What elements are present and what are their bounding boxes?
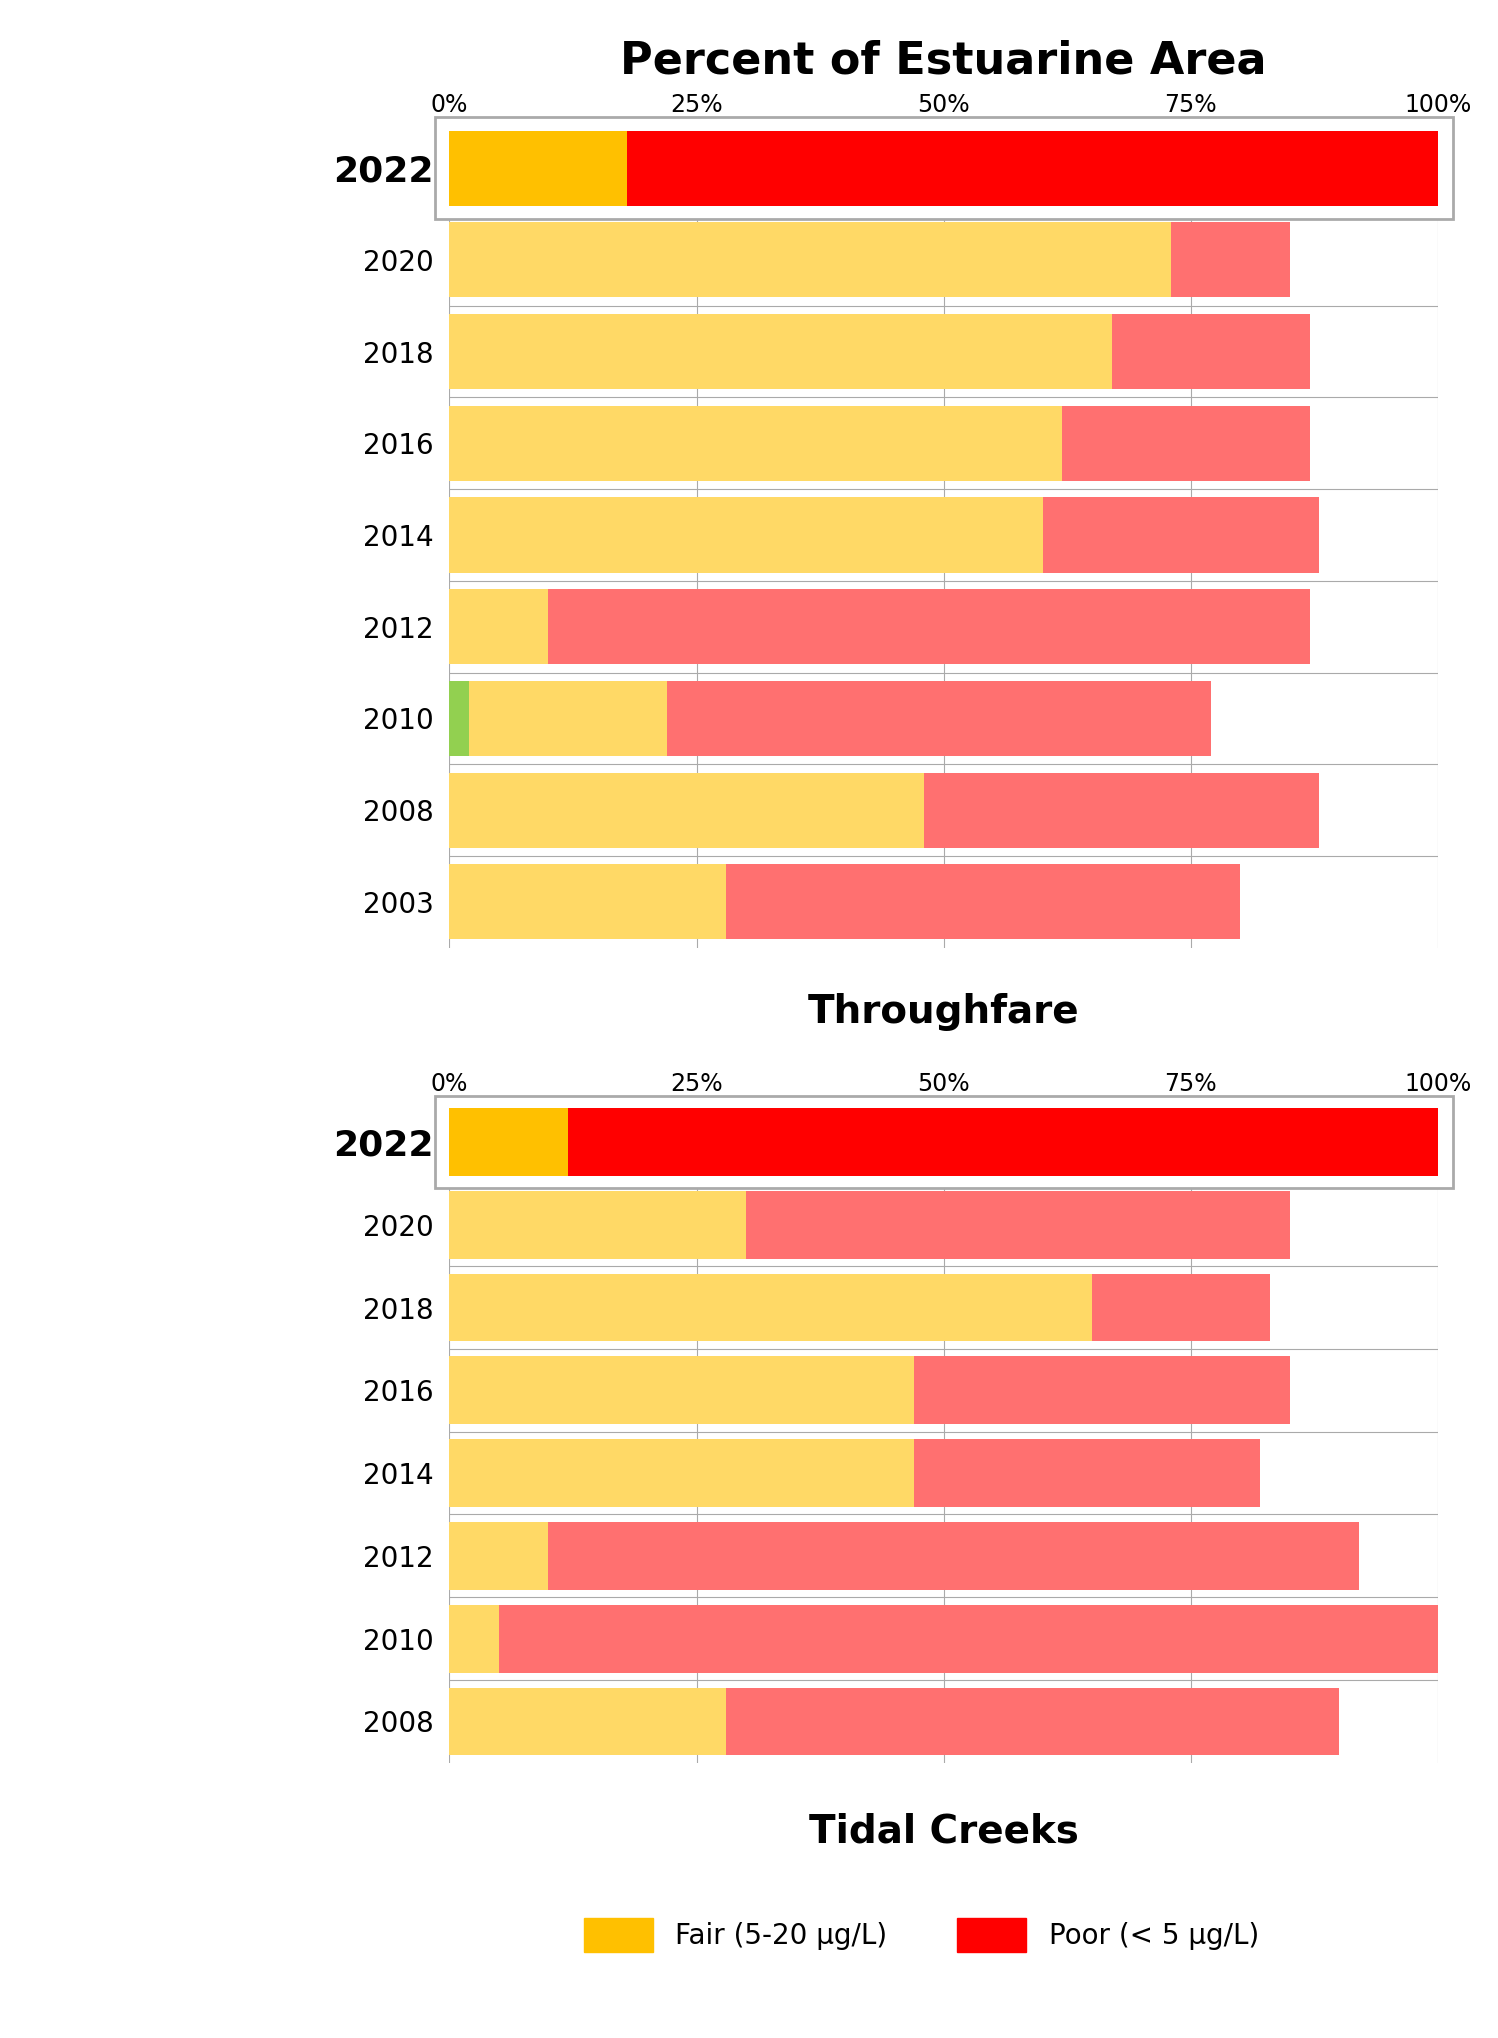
- Bar: [1112, 314, 1309, 389]
- Bar: [628, 130, 1438, 206]
- Bar: [449, 406, 1062, 481]
- Bar: [449, 130, 628, 206]
- Bar: [449, 1439, 914, 1506]
- Bar: [667, 681, 1210, 756]
- Text: Throughfare: Throughfare: [807, 993, 1080, 1031]
- Bar: [1171, 222, 1290, 298]
- Bar: [449, 1522, 548, 1590]
- Bar: [449, 864, 727, 940]
- Bar: [1043, 497, 1320, 573]
- Bar: [449, 497, 1043, 573]
- Bar: [914, 1357, 1290, 1425]
- Bar: [449, 681, 469, 756]
- Bar: [628, 130, 1438, 206]
- Bar: [1062, 406, 1309, 481]
- Bar: [499, 1604, 1438, 1673]
- Bar: [434, 1096, 1453, 1188]
- Bar: [568, 1109, 1438, 1176]
- Bar: [449, 222, 1171, 298]
- Bar: [449, 1274, 1092, 1341]
- Bar: [746, 1190, 1290, 1259]
- Bar: [434, 116, 1453, 220]
- Bar: [449, 772, 924, 848]
- Legend: Fair (5-20 μg/L), Poor (< 5 μg/L): Fair (5-20 μg/L), Poor (< 5 μg/L): [572, 1908, 1270, 1963]
- Bar: [449, 1357, 914, 1425]
- Bar: [1092, 1274, 1270, 1341]
- Bar: [449, 1604, 499, 1673]
- Bar: [548, 1522, 1359, 1590]
- Bar: [449, 589, 548, 664]
- X-axis label: Percent of Estuarine Area: Percent of Estuarine Area: [620, 41, 1267, 84]
- Bar: [469, 681, 667, 756]
- Bar: [568, 1109, 1438, 1176]
- Text: Tidal Creeks: Tidal Creeks: [809, 1812, 1079, 1851]
- Bar: [449, 1109, 568, 1176]
- Bar: [449, 314, 1112, 389]
- Bar: [449, 1190, 746, 1259]
- Bar: [924, 772, 1320, 848]
- Bar: [449, 1687, 727, 1755]
- Bar: [727, 1687, 1339, 1755]
- Bar: [914, 1439, 1260, 1506]
- Bar: [449, 1109, 568, 1176]
- Bar: [548, 589, 1309, 664]
- Bar: [449, 130, 628, 206]
- Bar: [727, 864, 1240, 940]
